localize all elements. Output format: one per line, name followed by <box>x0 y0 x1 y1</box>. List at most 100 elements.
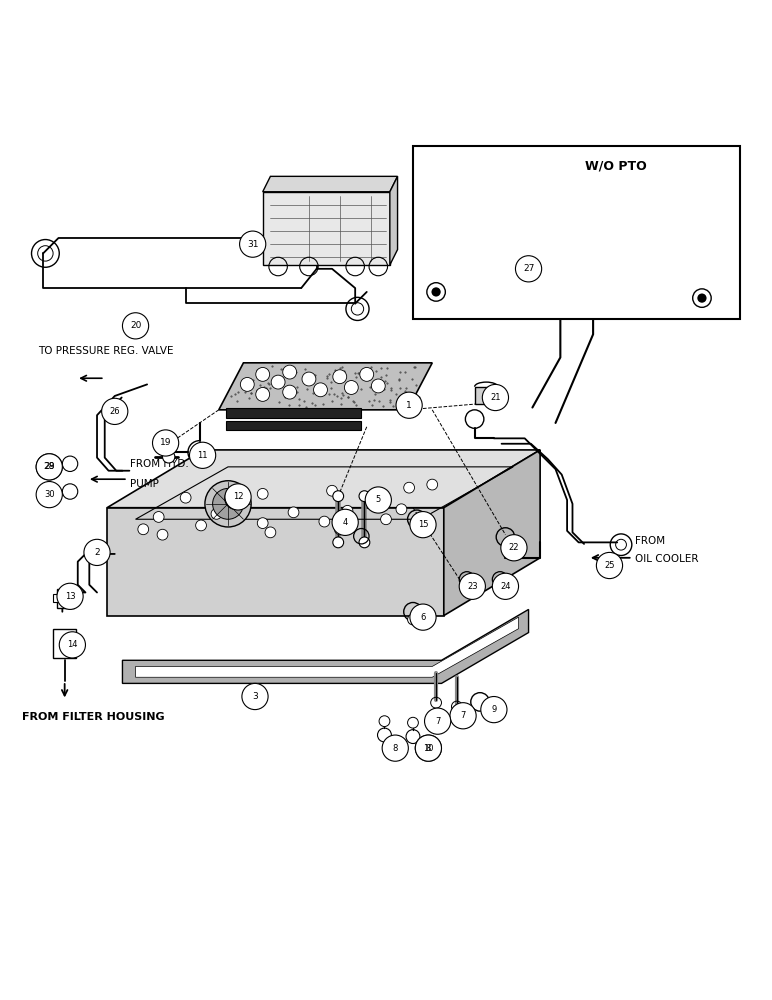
Circle shape <box>283 365 296 379</box>
Circle shape <box>211 508 222 519</box>
Circle shape <box>333 491 344 502</box>
Circle shape <box>230 493 241 504</box>
Circle shape <box>288 507 299 518</box>
Circle shape <box>342 505 353 516</box>
Text: 25: 25 <box>604 561 615 570</box>
Text: FROM HYD.: FROM HYD. <box>130 459 189 469</box>
Circle shape <box>332 509 358 535</box>
Circle shape <box>396 392 422 418</box>
Circle shape <box>313 383 327 397</box>
Circle shape <box>371 379 385 393</box>
Circle shape <box>597 552 622 579</box>
Text: 9: 9 <box>491 705 496 714</box>
Text: 28: 28 <box>43 462 55 471</box>
Text: 1: 1 <box>406 401 412 410</box>
Circle shape <box>359 537 370 548</box>
Polygon shape <box>136 617 519 677</box>
Text: 22: 22 <box>509 543 520 552</box>
Circle shape <box>415 735 442 761</box>
Circle shape <box>327 485 337 496</box>
Text: 27: 27 <box>523 264 534 273</box>
Circle shape <box>154 512 164 522</box>
Bar <box>53 629 76 658</box>
Text: 5: 5 <box>376 495 381 504</box>
Text: 6: 6 <box>420 613 425 622</box>
Circle shape <box>157 529 168 540</box>
Circle shape <box>302 372 316 386</box>
Circle shape <box>360 367 374 381</box>
Circle shape <box>334 524 345 535</box>
Circle shape <box>225 488 246 509</box>
Text: 4: 4 <box>343 518 347 527</box>
Text: 11: 11 <box>198 451 208 460</box>
Circle shape <box>501 535 527 561</box>
Bar <box>225 408 361 418</box>
Circle shape <box>205 481 251 527</box>
Circle shape <box>257 518 268 529</box>
Circle shape <box>404 482 415 493</box>
Bar <box>475 387 498 404</box>
Circle shape <box>493 573 519 599</box>
Text: 19: 19 <box>160 438 171 447</box>
Text: PUMP: PUMP <box>130 479 159 489</box>
Text: 14: 14 <box>67 640 78 649</box>
Text: 12: 12 <box>233 492 243 501</box>
Circle shape <box>425 708 451 734</box>
Circle shape <box>381 514 391 525</box>
Bar <box>53 594 76 602</box>
Circle shape <box>427 479 438 490</box>
Circle shape <box>257 488 268 499</box>
Circle shape <box>319 516 330 527</box>
Polygon shape <box>218 363 432 410</box>
Circle shape <box>57 583 83 609</box>
Text: FROM FILTER HOUSING: FROM FILTER HOUSING <box>22 712 165 722</box>
Circle shape <box>359 491 370 502</box>
Bar <box>225 421 361 430</box>
Text: 10: 10 <box>423 744 434 753</box>
Circle shape <box>482 384 509 411</box>
Circle shape <box>365 487 391 513</box>
Circle shape <box>36 482 63 508</box>
Text: TO PRESSURE REG. VALVE: TO PRESSURE REG. VALVE <box>38 346 173 356</box>
Circle shape <box>242 683 268 710</box>
Circle shape <box>333 370 347 384</box>
Circle shape <box>195 520 206 531</box>
Circle shape <box>36 454 63 480</box>
Text: 15: 15 <box>418 520 428 529</box>
Circle shape <box>180 492 191 503</box>
Bar <box>57 589 74 608</box>
Circle shape <box>344 381 358 394</box>
Circle shape <box>410 512 436 538</box>
Circle shape <box>459 573 486 599</box>
Circle shape <box>59 632 86 658</box>
Text: W/O PTO: W/O PTO <box>585 159 647 172</box>
Text: 20: 20 <box>130 321 141 330</box>
Circle shape <box>415 735 442 761</box>
Text: OIL COOLER: OIL COOLER <box>635 554 699 564</box>
Text: 7: 7 <box>435 717 440 726</box>
Circle shape <box>271 375 285 389</box>
Circle shape <box>212 488 243 519</box>
Circle shape <box>239 231 266 257</box>
Text: 26: 26 <box>110 407 120 416</box>
Polygon shape <box>390 176 398 265</box>
Circle shape <box>153 430 178 456</box>
Text: 24: 24 <box>500 582 511 591</box>
Text: 13: 13 <box>65 592 76 601</box>
Circle shape <box>36 454 63 480</box>
Text: 23: 23 <box>467 582 478 591</box>
Circle shape <box>283 385 296 399</box>
Circle shape <box>189 442 215 468</box>
Circle shape <box>410 604 436 630</box>
Text: 7: 7 <box>460 711 466 720</box>
Bar <box>413 146 740 319</box>
Polygon shape <box>262 192 390 265</box>
Circle shape <box>256 387 269 401</box>
Text: 8: 8 <box>392 744 398 753</box>
Circle shape <box>138 524 149 535</box>
Text: 3: 3 <box>252 692 258 701</box>
Circle shape <box>123 313 149 339</box>
Circle shape <box>516 256 542 282</box>
Polygon shape <box>107 508 444 616</box>
Circle shape <box>697 293 706 303</box>
